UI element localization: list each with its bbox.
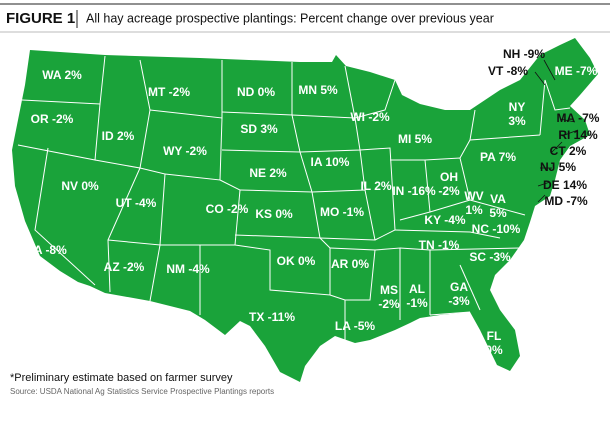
border (359, 147, 396, 241)
state-label: NE 2% (249, 166, 287, 180)
state-label: SC -3% (469, 250, 511, 264)
border (329, 247, 376, 301)
border (429, 311, 471, 316)
state-label: WA 2% (42, 68, 82, 82)
border (539, 79, 571, 136)
state-label: NY 3% (508, 100, 526, 128)
state-label: NV 0% (61, 179, 99, 193)
state-label: RI 14% (558, 128, 598, 142)
state-label: ME -7% (555, 64, 598, 78)
state-label: AL -1% (406, 282, 428, 310)
state-label: CA -8% (25, 243, 67, 257)
state-label: NH -9% (503, 47, 545, 61)
border (459, 264, 481, 311)
border (469, 199, 526, 216)
state-label: OH -2% (438, 170, 460, 198)
leader-lines (534, 59, 579, 203)
state-label: WY -2% (163, 144, 207, 158)
border (94, 59, 151, 169)
state-label: NJ 5% (540, 160, 576, 174)
state-label: ND 0% (237, 85, 275, 99)
state-label: MO -1% (320, 205, 364, 219)
state-label: IL 2% (360, 179, 391, 193)
leader-line (537, 194, 546, 203)
us-outline (12, 38, 598, 382)
state-label: KY -4% (424, 213, 465, 227)
state-label: TN -1% (419, 238, 460, 252)
state-label: VA 5% (489, 192, 507, 220)
state-label: WV 1% (464, 189, 483, 217)
leader-line (551, 141, 563, 153)
border (390, 159, 431, 221)
state-label: MN 5% (298, 83, 338, 97)
border (160, 179, 241, 246)
border (394, 229, 501, 239)
state-label: KS 0% (255, 207, 293, 221)
state-label: MD -7% (544, 194, 588, 208)
state-label: UT -4% (116, 196, 157, 210)
state-label: LA -5% (335, 319, 376, 333)
state-label: TX -11% (249, 310, 295, 324)
state-label: NM -4% (166, 262, 210, 276)
state-label: ID 2% (102, 129, 135, 143)
leader-line (537, 181, 551, 187)
border (424, 157, 471, 213)
leader-line (534, 71, 546, 86)
leader-line (561, 129, 579, 137)
footnote: *Preliminary estimate based on farmer su… (10, 372, 233, 384)
state-label: MA -7% (557, 111, 600, 125)
leader-line (543, 59, 556, 81)
state-label: VT -8% (488, 64, 528, 78)
border (149, 244, 161, 302)
border (469, 109, 476, 141)
state-label: IN -16% (392, 184, 436, 198)
state-label: CO -2% (206, 202, 249, 216)
border (429, 247, 521, 251)
state-label: WI -2% (350, 110, 390, 124)
state-label: MS -2% (378, 283, 400, 311)
state-label: OK 0% (277, 254, 316, 268)
state-label: AZ -2% (104, 260, 145, 274)
leader-line (559, 118, 576, 123)
figure-label: FIGURE 1 (6, 10, 75, 27)
state-label: OR -2% (31, 112, 74, 126)
state-label: SD 3% (240, 122, 278, 136)
border (354, 79, 396, 119)
border (234, 237, 331, 296)
state-label: NC -10% (472, 222, 521, 236)
state-label: MI 5% (398, 132, 432, 146)
state-label: DE 14% (543, 178, 587, 192)
state-label: FL 0% (485, 329, 503, 357)
state-label: PA 7% (480, 150, 516, 164)
source: Source: USDA National Ag Statistics Serv… (10, 387, 274, 396)
state-label: CT 2% (550, 144, 587, 158)
state-borders (17, 55, 571, 340)
border (107, 167, 166, 246)
border (34, 147, 96, 286)
figure-title: All hay acreage prospective plantings: P… (86, 11, 494, 25)
state-label: AR 0% (331, 257, 369, 271)
state-label: IA 10% (311, 155, 350, 169)
state-label: MT -2% (148, 85, 190, 99)
state-label: GA -3% (448, 280, 470, 308)
